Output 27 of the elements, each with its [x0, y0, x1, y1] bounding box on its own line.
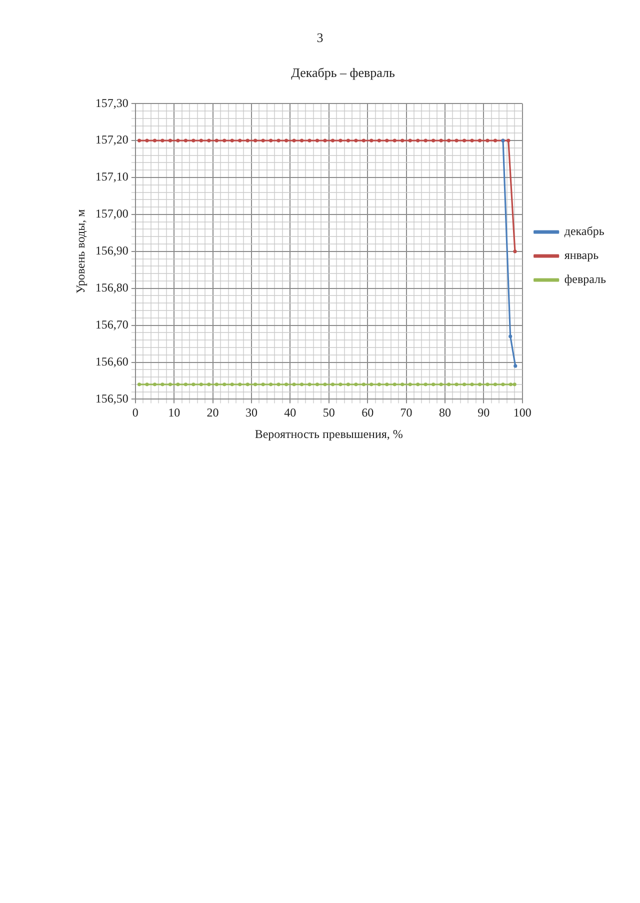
y-tick-label: 157,20 [95, 132, 128, 147]
y-tick-label: 156,90 [95, 244, 128, 258]
x-tick-label: 10 [168, 406, 180, 420]
y-tick-label: 156,50 [95, 391, 128, 406]
y-tick-label: 156,60 [95, 354, 128, 368]
y-tick-label: 157,10 [95, 170, 128, 184]
x-tick-label: 60 [362, 406, 374, 420]
y-tick-label: 157,30 [95, 96, 128, 110]
legend-label: декабрь [564, 224, 605, 238]
x-axis-title: Вероятность превышения, % [254, 426, 403, 441]
x-tick-label: 100 [513, 406, 532, 420]
chart-title: Декабрь – февраль [291, 65, 395, 80]
text: 3 [316, 30, 324, 46]
x-tick-label: 0 [132, 406, 138, 420]
y-tick-label: 157,00 [95, 206, 128, 221]
y-tick-label: 156,70 [95, 317, 128, 332]
x-tick-label: 20 [206, 406, 219, 420]
x-tick-label: 50 [322, 406, 335, 420]
y-tick-label: 156,80 [95, 280, 128, 295]
x-tick-label: 30 [245, 406, 258, 420]
x-tick-label: 90 [478, 406, 490, 420]
legend-label: январь [564, 248, 600, 262]
legend-label: февраль [564, 272, 607, 286]
x-tick-label: 80 [438, 406, 451, 420]
x-tick-label: 40 [284, 406, 296, 420]
x-tick-label: 70 [400, 406, 412, 420]
y-axis-title: Уровень воды, м [73, 208, 88, 294]
